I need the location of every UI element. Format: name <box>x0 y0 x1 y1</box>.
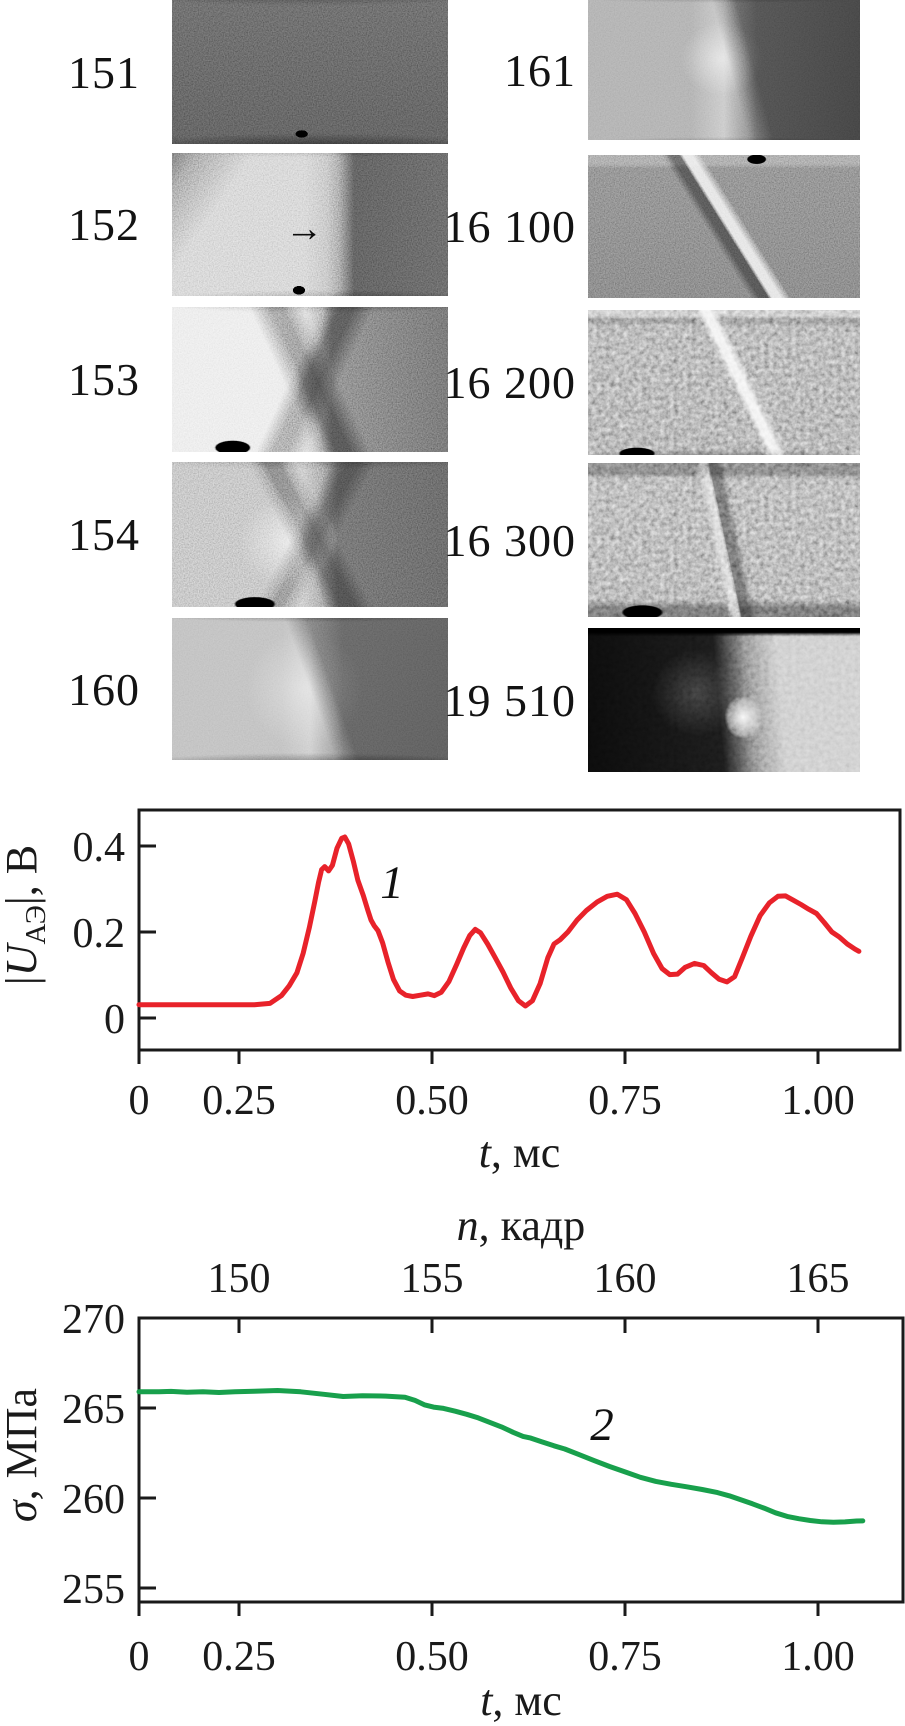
grain-texture <box>172 618 448 760</box>
y-tick-label: 260 <box>62 1477 125 1523</box>
top-tick-label: 160 <box>594 1256 657 1302</box>
frame-label: 153 <box>68 354 140 405</box>
grain-texture <box>172 153 448 296</box>
y-tick-label: 270 <box>62 1297 125 1343</box>
frame-photo-16300 <box>588 463 860 617</box>
grain-texture <box>588 628 860 772</box>
top-tick-label: 150 <box>208 1256 271 1302</box>
y-tick-label: 0.4 <box>73 825 126 871</box>
plot-frame <box>137 1316 905 1604</box>
top-tick-label: 155 <box>401 1256 464 1302</box>
frame-photo-152: → <box>172 153 448 296</box>
x-tick-label: 0 <box>129 1634 150 1680</box>
frame-photo-151 <box>172 0 448 144</box>
grain-texture <box>172 462 448 607</box>
frame-photo-16100 <box>588 155 860 298</box>
grain-texture <box>588 0 860 140</box>
frame-label: 19 510 <box>443 674 576 726</box>
y-axis-label: |UАЭ|, В <box>0 845 52 985</box>
y-tick-label: 255 <box>62 1567 125 1613</box>
y-tick-label: 265 <box>62 1387 125 1433</box>
grain-texture <box>588 310 860 455</box>
x-tick-label: 1.00 <box>781 1078 855 1124</box>
top-axis-label: n, кадр <box>457 1201 586 1250</box>
ae-signal-chart: 0 0.2 0.4 0 0.25 0.50 0.75 1.00 t, мс |UАЭ|, В 1 <box>0 808 902 1177</box>
x-tick-label: 1.00 <box>781 1634 855 1680</box>
plot-frame <box>137 808 902 1052</box>
grain-texture <box>588 463 860 617</box>
frame-label: 160 <box>68 663 140 715</box>
band-front-arrow-icon: → <box>285 208 324 251</box>
frame-label: 154 <box>68 509 140 560</box>
x-tick-label: 0.75 <box>588 1078 662 1124</box>
frame-label: 151 <box>68 46 140 98</box>
x-tick-label: 0.50 <box>395 1078 469 1124</box>
frame-photo-154 <box>172 462 448 607</box>
x-tick-label: 0.75 <box>588 1634 662 1680</box>
frame-label: 16 300 <box>443 514 576 566</box>
frame-label: 161 <box>504 44 576 96</box>
frame-photo-160 <box>172 618 448 760</box>
y-tick-label: 0 <box>104 997 125 1043</box>
ae-curve <box>136 834 862 1009</box>
y-tick-label: 0.2 <box>73 911 126 957</box>
x-tick-label: 0 <box>129 1078 150 1124</box>
x-tick-label: 0.25 <box>202 1078 276 1124</box>
frame-photo-16200 <box>588 310 860 455</box>
frame-photo-153 <box>172 307 448 452</box>
x-axis-label: t, мс <box>479 1128 561 1177</box>
curve-number-label: 1 <box>380 857 404 909</box>
x-axis-label: t, мс <box>480 1676 562 1725</box>
top-tick-label: 165 <box>787 1256 850 1302</box>
frame-photo-19510 <box>588 628 860 772</box>
y-axis-label: σ, МПа <box>0 1388 46 1522</box>
x-tick-label: 0.25 <box>202 1634 276 1680</box>
grain-texture <box>172 0 448 144</box>
frame-label: 16 100 <box>443 201 576 252</box>
grain-texture <box>588 155 860 298</box>
frame-label: 16 200 <box>443 357 576 408</box>
curve-number-label: 2 <box>590 1399 614 1451</box>
frame-label: 152 <box>68 199 140 250</box>
x-tick-label: 0.50 <box>395 1634 469 1680</box>
frame-photo-161 <box>588 0 860 140</box>
stress-curve <box>136 1388 866 1525</box>
stress-chart: 255 260 265 270 0 0.25 0.50 0.75 1.00 150 155 160 16… <box>0 1201 905 1725</box>
grain-texture <box>172 307 448 452</box>
